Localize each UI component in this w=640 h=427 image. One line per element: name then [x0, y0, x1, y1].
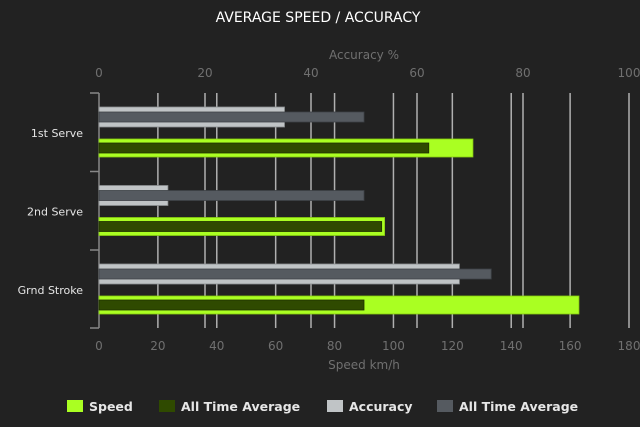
legend-label: Speed	[89, 399, 133, 414]
accuracy-tick-label: 20	[197, 66, 212, 80]
top-axis-label: Accuracy %	[329, 48, 399, 62]
speed-tick-label: 20	[150, 339, 165, 353]
chart-title: AVERAGE SPEED / ACCURACY	[216, 10, 421, 26]
speed-average-bar	[98, 299, 365, 311]
category-label: 2nd Serve	[27, 206, 83, 219]
accuracy-tick-label: 100	[618, 66, 640, 80]
legend-swatch	[159, 400, 175, 412]
speed-average-bar	[98, 142, 430, 154]
speed-tick-label: 180	[618, 339, 640, 353]
speed-tick-label: 100	[382, 339, 405, 353]
legend-label: Accuracy	[349, 399, 413, 414]
speed-tick-label: 140	[500, 339, 523, 353]
accuracy-average-bar	[98, 190, 365, 201]
accuracy-average-bar	[98, 111, 365, 123]
accuracy-tick-label: 60	[409, 66, 424, 80]
speed-tick-label: 0	[95, 339, 103, 353]
legend-swatch	[327, 400, 343, 412]
speed-tick-label: 80	[327, 339, 342, 353]
bottom-axis-label: Speed km/h	[328, 358, 400, 372]
category-label: Grnd Stroke	[18, 284, 84, 297]
accuracy-tick-label: 40	[303, 66, 318, 80]
accuracy-average-bar	[98, 268, 492, 280]
speed-tick-label: 40	[209, 339, 224, 353]
speed-average-bar	[98, 221, 383, 232]
legend-label: All Time Average	[181, 399, 300, 414]
accuracy-tick-label: 80	[515, 66, 530, 80]
category-label: 1st Serve	[31, 127, 83, 140]
legend-label: All Time Average	[459, 399, 578, 414]
accuracy-tick-label: 0	[95, 66, 103, 80]
speed-tick-label: 60	[268, 339, 283, 353]
legend-swatch	[437, 400, 453, 412]
speed-tick-label: 160	[559, 339, 582, 353]
legend-swatch	[67, 400, 83, 412]
speed-tick-label: 120	[441, 339, 464, 353]
